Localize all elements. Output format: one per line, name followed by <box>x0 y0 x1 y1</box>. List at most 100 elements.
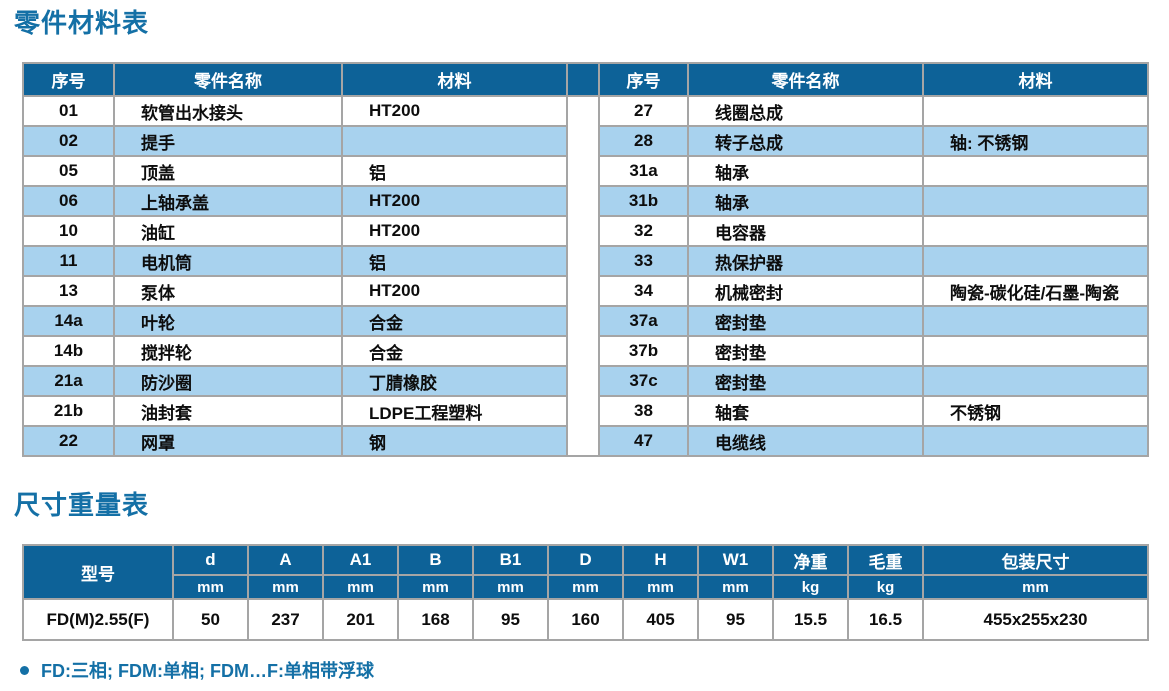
parts-table-row: 21b 油封套 LDPE工程塑料 38 轴套 不锈钢 <box>22 395 1149 427</box>
part-no: 33 <box>598 245 689 277</box>
parts-table-row: 05 顶盖铝 31a 轴承 <box>22 155 1149 187</box>
col-header-material-left: 材料 <box>341 62 568 97</box>
part-no: 06 <box>22 185 115 217</box>
parts-table-row: 13 泵体 HT200 34 机械密封 陶瓷-碳化硅/石墨-陶瓷 <box>22 275 1149 307</box>
dimensions-table-title: 尺寸重量表 <box>14 490 150 520</box>
part-material <box>922 335 1149 367</box>
part-material: 合金 <box>341 335 568 367</box>
dims-col-header-label: B1 <box>472 544 549 576</box>
part-name: 电缆线 <box>687 425 924 457</box>
table-gap-spacer <box>566 396 600 426</box>
dims-col-header-label: 净重 <box>772 544 849 576</box>
part-material <box>922 425 1149 457</box>
dims-value-cell: 168 <box>397 598 474 641</box>
parts-material-table: 序号 零件名称 材料 序号 零件名称 材料 01 软管出水接头 HT200 27 线圈总… <box>22 62 1149 457</box>
part-name: 提手 <box>113 125 343 157</box>
table-gap-spacer <box>566 336 600 366</box>
part-name: 上轴承盖 <box>113 185 343 217</box>
dims-col-header-unit: mm <box>622 574 699 600</box>
dims-col-header-label: W1 <box>697 544 774 576</box>
part-material <box>922 365 1149 397</box>
parts-table-row: 06 上轴承盖 HT200 31b 轴承 <box>22 185 1149 217</box>
parts-table-row: 14a 叶轮 合金 37a 密封垫 <box>22 305 1149 337</box>
dimensions-weight-table: 型号 d A A1 B B1 D H W1 净重 毛重 包装尺寸 mm mm mm mm mm mm mm mm k… <box>22 544 1149 641</box>
dims-value-cell: 160 <box>547 598 624 641</box>
parts-table-row: 10 油缸 HT200 32 电容器 <box>22 215 1149 247</box>
dims-col-header-unit: mm <box>697 574 774 600</box>
col-header-no-left: 序号 <box>22 62 115 97</box>
parts-table-row: 01 软管出水接头 HT200 27 线圈总成 <box>22 95 1149 127</box>
part-no: 22 <box>22 425 115 457</box>
part-name: 油缸 <box>113 215 343 247</box>
part-no: 14a <box>22 305 115 337</box>
parts-table-row: 22 网罩钢 47 电缆线 <box>22 425 1149 457</box>
part-no: 47 <box>598 425 689 457</box>
table-gap-spacer <box>566 156 600 186</box>
part-no: 34 <box>598 275 689 307</box>
dims-col-header-label: 毛重 <box>847 544 924 576</box>
table-gap-spacer <box>566 306 600 336</box>
dims-value-cell: 50 <box>172 598 249 641</box>
part-no: 31b <box>598 185 689 217</box>
part-no: 27 <box>598 95 689 127</box>
part-no: 02 <box>22 125 115 157</box>
dims-col-header-unit: kg <box>847 574 924 600</box>
part-name: 泵体 <box>113 275 343 307</box>
part-no: 28 <box>598 125 689 157</box>
dims-value-cell: 201 <box>322 598 399 641</box>
part-material <box>922 245 1149 277</box>
table-gap-spacer <box>566 246 600 276</box>
part-name: 网罩 <box>113 425 343 457</box>
part-name: 机械密封 <box>687 275 924 307</box>
part-no: 37b <box>598 335 689 367</box>
table-gap-spacer <box>566 216 600 246</box>
part-material <box>922 155 1149 187</box>
part-name: 轴承 <box>687 155 924 187</box>
dims-value-cell: 405 <box>622 598 699 641</box>
part-name: 轴承 <box>687 185 924 217</box>
col-header-material-right: 材料 <box>922 62 1149 97</box>
parts-table-row: 11 电机筒铝 33 热保护器 <box>22 245 1149 277</box>
parts-table-header-row: 序号 零件名称 材料 序号 零件名称 材料 <box>22 62 1149 97</box>
part-material <box>341 125 568 157</box>
table-gap-spacer <box>566 276 600 306</box>
part-material: HT200 <box>341 215 568 247</box>
dims-col-header-label: H <box>622 544 699 576</box>
model-legend-text: FD:三相; FDM:单相; FDM…F:单相带浮球 <box>41 661 374 681</box>
part-name: 热保护器 <box>687 245 924 277</box>
dims-value-cell: 95 <box>472 598 549 641</box>
dims-value-cell: 15.5 <box>772 598 849 641</box>
parts-table-row: 14b 搅拌轮 合金 37b 密封垫 <box>22 335 1149 367</box>
part-no: 38 <box>598 395 689 427</box>
dims-col-header-unit: mm <box>922 574 1149 600</box>
model-legend-note: FD:三相; FDM:单相; FDM…F:单相带浮球 <box>20 657 1169 683</box>
dims-value-cell: 16.5 <box>847 598 924 641</box>
part-material <box>922 95 1149 127</box>
part-no: 37a <box>598 305 689 337</box>
dims-col-header-label: D <box>547 544 624 576</box>
part-name: 叶轮 <box>113 305 343 337</box>
part-name: 顶盖 <box>113 155 343 187</box>
part-material: 陶瓷-碳化硅/石墨-陶瓷 <box>922 275 1149 307</box>
part-no: 21a <box>22 365 115 397</box>
dims-col-header-unit: mm <box>397 574 474 600</box>
dims-col-header-unit: mm <box>547 574 624 600</box>
dims-value-cell: 95 <box>697 598 774 641</box>
part-name: 软管出水接头 <box>113 95 343 127</box>
part-no: 11 <box>22 245 115 277</box>
parts-table-row: 21a 防沙圈 丁腈橡胶 37c 密封垫 <box>22 365 1149 397</box>
dims-col-header-unit: mm <box>472 574 549 600</box>
dims-col-header-unit: kg <box>772 574 849 600</box>
part-material: HT200 <box>341 275 568 307</box>
part-name: 搅拌轮 <box>113 335 343 367</box>
part-name: 密封垫 <box>687 305 924 337</box>
part-no: 32 <box>598 215 689 247</box>
part-name: 油封套 <box>113 395 343 427</box>
part-name: 转子总成 <box>687 125 924 157</box>
dims-col-header-label: B <box>397 544 474 576</box>
col-header-name-left: 零件名称 <box>113 62 343 97</box>
dims-col-header-unit: mm <box>322 574 399 600</box>
model-cell: FD(M)2.55(F) <box>22 598 174 641</box>
part-no: 37c <box>598 365 689 397</box>
